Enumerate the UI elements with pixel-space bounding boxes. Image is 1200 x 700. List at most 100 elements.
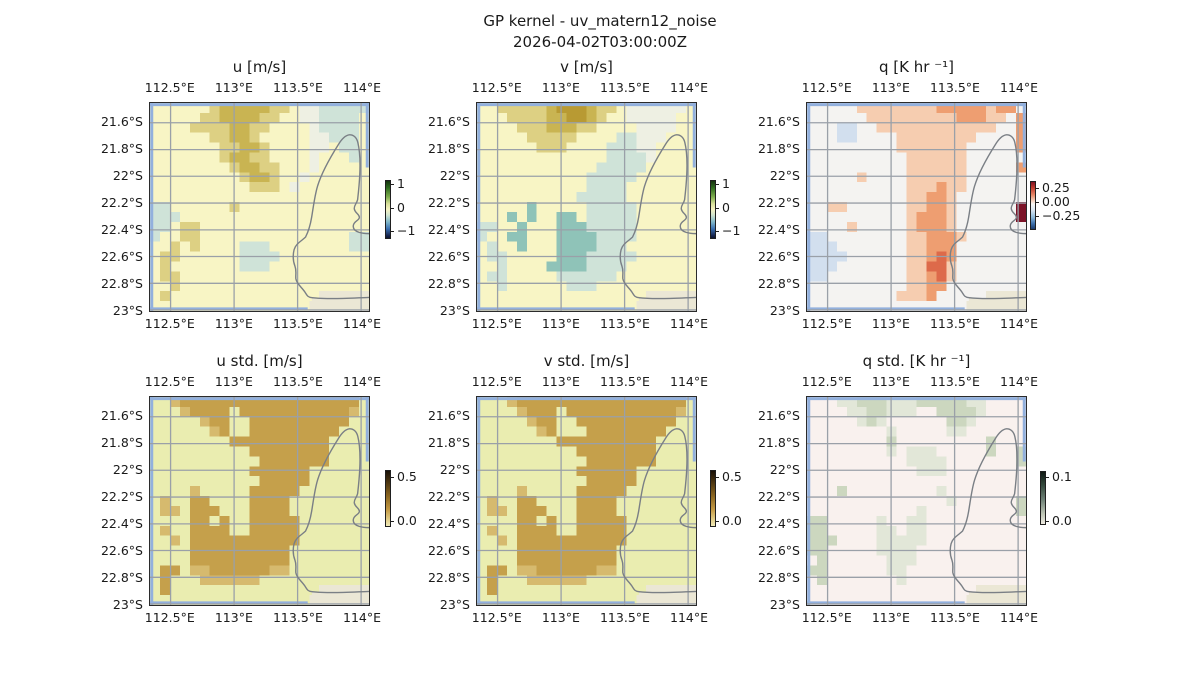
x-tick-label: 114°E (343, 80, 382, 95)
colorbar-u-std: 0.5 0.0 (385, 469, 449, 528)
x-tick-label: 112.5°E (801, 80, 852, 95)
x-tick-label: 112.5°E (144, 80, 195, 95)
x-tick-label: 112.5°E (801, 610, 852, 625)
y-tick-label: 21.8°S (427, 141, 470, 157)
x-tick-label: 113°E (214, 374, 253, 389)
x-tick-label: 114°E (343, 316, 382, 331)
x-tick-label: 114°E (343, 610, 382, 625)
y-tick-label: 22°S (769, 167, 800, 183)
x-tick-label: 112.5°E (801, 374, 852, 389)
x-tick-label: 113.5°E (599, 80, 650, 95)
colorbar-q-std: 0.1 0.0 (1040, 469, 1104, 528)
figure-suptitle-line1: GP kernel - uv_matern12_noise (483, 12, 717, 30)
y-tick-label: 21.8°S (757, 141, 800, 157)
colorbar-tick-mark (390, 208, 394, 210)
y-tick-label: 22.6°S (757, 248, 800, 264)
colorbar-v-std: 0.5 0.0 (710, 469, 774, 528)
heatmap-canvas (807, 103, 1026, 311)
colorbar-gradient (710, 180, 716, 239)
heatmap-canvas (477, 397, 696, 605)
x-tick-label: 114°E (670, 316, 709, 331)
map-panel-v-std: v std. [m/s] 112.5°E 112.5°E 113°E 113°E 113… (428, 352, 708, 625)
y-tick-label: 22°S (769, 461, 800, 477)
colorbar-tick-label: 0.1 (1052, 469, 1072, 484)
y-tick-label: 21.6°S (757, 113, 800, 129)
figure-suptitle-line2: 2026-04-02T03:00:00Z (513, 33, 687, 51)
x-tick-label: 113.5°E (272, 374, 323, 389)
y-tick-label: 22.6°S (757, 542, 800, 558)
colorbar-tick-mark (715, 208, 719, 210)
y-tick-label: 22.4°S (757, 516, 800, 532)
heatmap-canvas (807, 397, 1026, 605)
colorbar-tick-label: 0.0 (722, 513, 742, 528)
x-tick-label: 113.5°E (599, 610, 650, 625)
x-tick-label: 112.5°E (144, 374, 195, 389)
map-panel-u-std: u std. [m/s] 112.5°E 112.5°E 113°E 113°E 113… (101, 352, 381, 625)
x-tick-label: 113.5°E (929, 316, 980, 331)
colorbar-tick-label: 1 (722, 176, 730, 191)
x-tick-label: 113°E (871, 610, 910, 625)
colorbar-q: 0.25 0.00 −0.25 (1030, 180, 1094, 230)
map-overlay (477, 103, 696, 311)
y-tick-label: 22.4°S (757, 222, 800, 238)
x-tick-label: 113.5°E (599, 316, 650, 331)
x-tick-label: 113°E (214, 316, 253, 331)
x-tick-label: 113°E (214, 80, 253, 95)
map-panel-v: v [m/s] 112.5°E 112.5°E 113°E 113°E 113.5°E 1… (428, 58, 708, 331)
x-tick-label: 113°E (541, 316, 580, 331)
y-tick-label: 22.2°S (427, 489, 470, 504)
x-tick-label: 112.5°E (144, 316, 195, 331)
map-overlay (150, 397, 369, 605)
y-tick-label: 21.6°S (100, 113, 143, 129)
y-tick-label: 21.8°S (427, 435, 470, 451)
y-tick-label: 22.4°S (100, 516, 143, 532)
colorbar-tick-label: 1 (397, 176, 405, 191)
y-tick-label: 22.2°S (100, 489, 143, 504)
colorbar-tick-mark (715, 521, 719, 523)
y-tick-label: 22.4°S (100, 222, 143, 238)
x-tick-label: 114°E (670, 80, 709, 95)
y-tick-label: 22.2°S (757, 489, 800, 504)
x-tick-label: 113°E (541, 374, 580, 389)
x-tick-label: 112.5°E (471, 374, 522, 389)
colorbar-tick-mark (390, 184, 394, 186)
y-tick-label: 22.2°S (100, 195, 143, 210)
x-tick-label: 113°E (871, 374, 910, 389)
colorbar-tick-label: −1 (397, 223, 416, 238)
y-tick-label: 22°S (439, 461, 470, 477)
colorbar-tick-mark (715, 184, 719, 186)
panel-title: q std. [K hr ⁻¹] (862, 352, 971, 370)
y-tick-label: 23°S (769, 302, 800, 318)
colorbar-gradient (385, 470, 391, 527)
map-overlay (807, 103, 1026, 311)
colorbar-gradient (1030, 181, 1036, 230)
colorbar-tick-label: 0.5 (397, 469, 417, 484)
y-tick-label: 22.2°S (427, 195, 470, 210)
x-tick-label: 113°E (541, 80, 580, 95)
y-tick-label: 23°S (439, 302, 470, 318)
map-panel-q: q [K hr ⁻¹] 112.5°E 112.5°E 113°E 113°E 113.… (758, 58, 1038, 331)
x-tick-label: 112.5°E (801, 316, 852, 331)
x-tick-label: 113.5°E (272, 610, 323, 625)
colorbar-tick-mark (715, 477, 719, 479)
x-tick-label: 113°E (871, 80, 910, 95)
map-overlay (807, 397, 1026, 605)
panel-title: v [m/s] (560, 58, 613, 76)
colorbar-tick-mark (1045, 521, 1049, 523)
map-panel-u: u [m/s] 112.5°E 112.5°E 113°E 113°E 113.5°E 1… (101, 58, 381, 331)
y-tick-label: 22°S (112, 167, 143, 183)
map-plot-area (476, 102, 697, 312)
x-tick-label: 113°E (541, 610, 580, 625)
colorbar-tick-mark (1035, 188, 1039, 190)
colorbar-tick-label: 0.00 (1042, 194, 1070, 209)
x-tick-label: 112.5°E (471, 316, 522, 331)
colorbar-tick-label: 0.0 (1052, 513, 1072, 528)
x-tick-label: 114°E (1000, 80, 1039, 95)
y-tick-label: 22.8°S (757, 570, 800, 586)
y-tick-label: 22.8°S (427, 276, 470, 292)
colorbar-tick-label: 0 (397, 200, 405, 215)
colorbar-tick-mark (1035, 202, 1039, 204)
x-tick-label: 112.5°E (144, 610, 195, 625)
colorbar-gradient (385, 180, 391, 239)
y-tick-label: 22.2°S (757, 195, 800, 210)
